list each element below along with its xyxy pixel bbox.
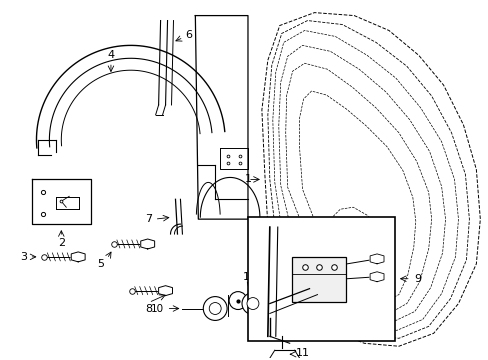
- Polygon shape: [158, 286, 172, 296]
- Circle shape: [242, 293, 264, 315]
- Polygon shape: [369, 254, 383, 264]
- Circle shape: [203, 297, 226, 320]
- Text: 5: 5: [97, 259, 104, 269]
- Text: 2: 2: [58, 238, 65, 248]
- Text: 12: 12: [243, 272, 257, 282]
- Text: 6: 6: [185, 31, 192, 40]
- Text: 3: 3: [20, 252, 27, 262]
- Text: 8: 8: [145, 303, 152, 314]
- Text: 9: 9: [413, 274, 420, 284]
- Text: 1: 1: [244, 175, 251, 184]
- Polygon shape: [71, 252, 85, 262]
- Bar: [247, 217, 394, 341]
- Bar: [291, 257, 346, 302]
- Polygon shape: [141, 239, 154, 249]
- Text: 4: 4: [107, 50, 114, 60]
- Circle shape: [246, 298, 258, 310]
- Circle shape: [229, 292, 246, 310]
- Text: 10: 10: [150, 303, 163, 314]
- Circle shape: [209, 302, 221, 315]
- Text: 11: 11: [295, 348, 309, 358]
- Text: 7: 7: [145, 214, 152, 224]
- Polygon shape: [369, 272, 383, 282]
